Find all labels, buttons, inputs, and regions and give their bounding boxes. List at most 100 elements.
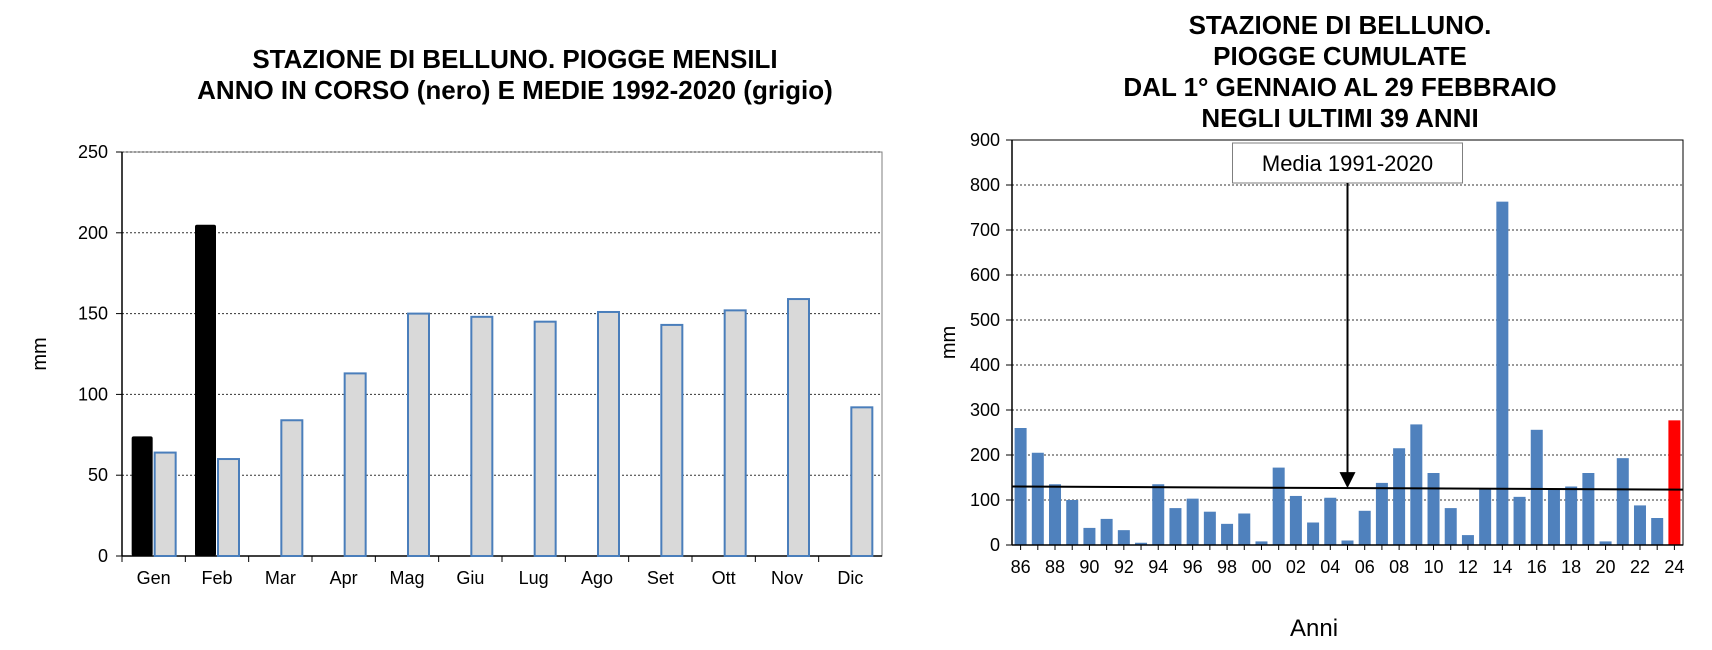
x-tick-label: Lug — [519, 568, 549, 588]
bar-average — [787, 298, 810, 557]
y-tick-label: 400 — [970, 355, 1000, 375]
x-tick-label: Set — [647, 568, 674, 588]
x-tick-label: 16 — [1527, 557, 1547, 577]
bar-year — [1547, 488, 1560, 545]
x-tick-label: 92 — [1114, 557, 1134, 577]
bar-average — [597, 310, 620, 558]
y-tick-label: 250 — [78, 142, 108, 162]
bar-year — [1582, 473, 1595, 545]
bar-year — [1461, 535, 1474, 545]
x-tick-label: 96 — [1183, 557, 1203, 577]
bar-year — [1651, 518, 1664, 545]
x-tick-label: 94 — [1148, 557, 1168, 577]
bar-year — [1255, 541, 1268, 545]
right-title-line-2: PIOGGE CUMULATE — [1213, 41, 1467, 71]
x-tick-label: 98 — [1217, 557, 1237, 577]
right-title-line-4: NEGLI ULTIMI 39 ANNI — [1201, 103, 1479, 133]
bar-year — [1152, 484, 1165, 545]
x-tick-label: 86 — [1011, 557, 1031, 577]
bar-year — [1530, 429, 1543, 545]
right-chart-title: STAZIONE DI BELLUNO. PIOGGE CUMULATE DAL… — [1040, 10, 1640, 134]
y-tick-label: 0 — [98, 546, 108, 566]
x-tick-label: Gen — [137, 568, 171, 588]
y-tick-label: 600 — [970, 265, 1000, 285]
bar-year — [1221, 523, 1234, 545]
bar-average — [850, 406, 874, 557]
x-tick-label: 12 — [1458, 557, 1478, 577]
plot-area — [121, 151, 883, 557]
bar-year — [1599, 541, 1612, 545]
y-tick-label: 900 — [970, 130, 1000, 150]
x-tick-label: 90 — [1079, 557, 1099, 577]
bar-year — [1117, 530, 1130, 545]
y-tick-label: 300 — [970, 400, 1000, 420]
bar-year — [1049, 484, 1062, 545]
y-tick-label: 100 — [970, 490, 1000, 510]
bar-average — [470, 315, 494, 557]
x-tick-label: Nov — [771, 568, 803, 588]
y-tick-label: 700 — [970, 220, 1000, 240]
x-tick-label: 14 — [1492, 557, 1512, 577]
bar-year — [1444, 508, 1457, 545]
bar-year — [1410, 424, 1423, 545]
x-tick-label: Dic — [837, 568, 863, 588]
arrowhead-icon — [1339, 472, 1356, 489]
bar-year — [1203, 511, 1216, 545]
y-tick-label: 150 — [78, 304, 108, 324]
x-tick-label: Apr — [330, 568, 358, 588]
bar-year — [1375, 482, 1388, 545]
bar-average — [533, 320, 557, 557]
bar-year — [1272, 467, 1285, 545]
bar-year — [1393, 448, 1406, 545]
bar-year — [1100, 518, 1113, 545]
x-tick-label: 02 — [1286, 557, 1306, 577]
bar-year — [1307, 522, 1320, 545]
y-tick-label: 800 — [970, 175, 1000, 195]
x-tick-label: 88 — [1045, 557, 1065, 577]
right-title-line-3: DAL 1° GENNAIO AL 29 FEBBRAIO — [1123, 72, 1557, 102]
x-tick-label: 00 — [1251, 557, 1271, 577]
bar-year — [1496, 201, 1509, 545]
bar-year — [1616, 458, 1629, 545]
bar-average — [217, 458, 240, 558]
left-y-axis-label: mm — [29, 337, 51, 370]
bar-year — [1135, 542, 1148, 545]
bar-year — [1186, 498, 1199, 545]
bar-current-year — [195, 224, 216, 556]
y-tick-label: 0 — [990, 535, 1000, 555]
bar-average — [280, 419, 304, 558]
x-tick-label: 08 — [1389, 557, 1409, 577]
bar-average — [153, 451, 177, 557]
bar-year — [1427, 473, 1440, 545]
bar-average — [407, 312, 430, 557]
bar-year — [1169, 508, 1182, 545]
left-title-line-2: ANNO IN CORSO (nero) E MEDIE 1992-2020 (… — [197, 75, 833, 105]
right-title-line-1: STAZIONE DI BELLUNO. — [1188, 10, 1492, 40]
x-tick-label: 18 — [1561, 557, 1581, 577]
y-tick-label: 200 — [970, 445, 1000, 465]
x-tick-label: Ott — [712, 568, 736, 588]
bar-year — [1341, 540, 1354, 545]
bar-year — [1565, 486, 1578, 545]
bar-year — [1513, 496, 1526, 545]
y-tick-label: 100 — [78, 384, 108, 404]
bar-year — [1083, 527, 1096, 545]
bar-current-year — [131, 436, 153, 556]
left-title-line-1: STAZIONE DI BELLUNO. PIOGGE MENSILI — [252, 44, 778, 74]
right-y-axis-label: mm — [938, 326, 960, 359]
x-tick-label: Giu — [456, 568, 484, 588]
x-tick-label: Feb — [201, 568, 232, 588]
x-tick-label: 24 — [1664, 557, 1684, 577]
bar-current-year — [1668, 420, 1681, 545]
y-tick-label: 500 — [970, 310, 1000, 330]
y-tick-label: 50 — [88, 465, 108, 485]
x-tick-label: 06 — [1355, 557, 1375, 577]
bar-average — [723, 309, 747, 558]
bar-year — [1031, 452, 1044, 545]
bar-year — [1479, 488, 1492, 545]
x-tick-label: Ago — [581, 568, 613, 588]
y-tick-label: 200 — [78, 223, 108, 243]
mean-annotation-label: Media 1991-2020 — [1262, 151, 1433, 176]
